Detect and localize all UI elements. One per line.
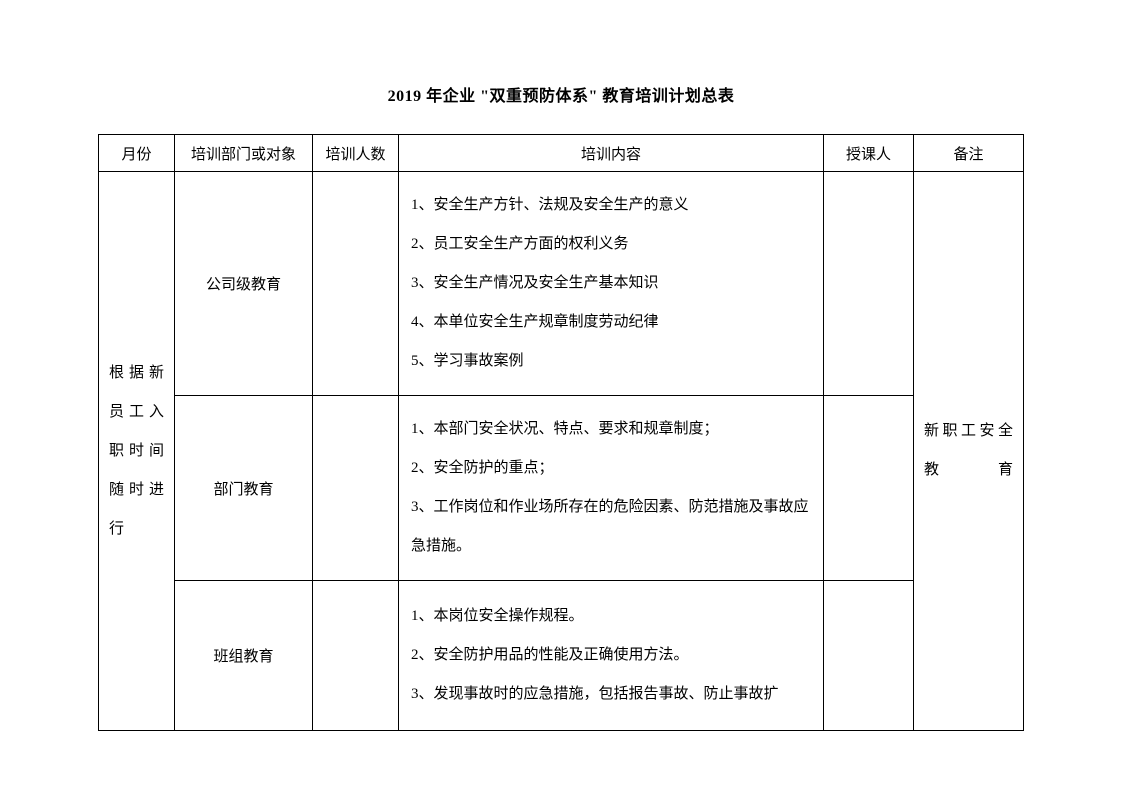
count-cell <box>313 172 399 396</box>
content-item: 2、员工安全生产方面的权利义务 <box>411 225 811 264</box>
header-remark: 备注 <box>914 135 1024 172</box>
dept-cell: 公司级教育 <box>175 172 313 396</box>
content-item: 2、安全防护用品的性能及正确使用方法。 <box>411 636 811 675</box>
table-row: 根据新员工入职时间随时进行 公司级教育 1、安全生产方针、法规及安全生产的意义 … <box>99 172 1024 396</box>
document-page: 2019 年企业 "双重预防体系" 教育培训计划总表 月份 培训部门或对象 培训… <box>0 0 1122 793</box>
table-row: 班组教育 1、本岗位安全操作规程。 2、安全防护用品的性能及正确使用方法。 3、… <box>99 581 1024 731</box>
header-content: 培训内容 <box>399 135 824 172</box>
document-title: 2019 年企业 "双重预防体系" 教育培训计划总表 <box>98 82 1024 106</box>
content-item: 4、本单位安全生产规章制度劳动纪律 <box>411 303 811 342</box>
header-dept: 培训部门或对象 <box>175 135 313 172</box>
header-month: 月份 <box>99 135 175 172</box>
count-cell <box>313 581 399 731</box>
teacher-cell <box>824 396 914 581</box>
content-item: 1、安全生产方针、法规及安全生产的意义 <box>411 186 811 225</box>
content-item: 2、安全防护的重点； <box>411 449 811 488</box>
training-plan-table: 月份 培训部门或对象 培训人数 培训内容 授课人 备注 根据新员工入职时间随时进… <box>98 134 1024 731</box>
count-cell <box>313 396 399 581</box>
content-cell: 1、安全生产方针、法规及安全生产的意义 2、员工安全生产方面的权利义务 3、安全… <box>399 172 824 396</box>
dept-cell: 部门教育 <box>175 396 313 581</box>
teacher-cell <box>824 172 914 396</box>
content-cell: 1、本部门安全状况、特点、要求和规章制度； 2、安全防护的重点； 3、工作岗位和… <box>399 396 824 581</box>
teacher-cell <box>824 581 914 731</box>
dept-cell: 班组教育 <box>175 581 313 731</box>
content-item: 1、本部门安全状况、特点、要求和规章制度； <box>411 410 811 449</box>
header-teacher: 授课人 <box>824 135 914 172</box>
table-header-row: 月份 培训部门或对象 培训人数 培训内容 授课人 备注 <box>99 135 1024 172</box>
content-item: 3、发现事故时的应急措施，包括报告事故、防止事故扩 <box>411 675 811 714</box>
header-count: 培训人数 <box>313 135 399 172</box>
content-item: 5、学习事故案例 <box>411 342 811 381</box>
content-cell: 1、本岗位安全操作规程。 2、安全防护用品的性能及正确使用方法。 3、发现事故时… <box>399 581 824 731</box>
month-cell: 根据新员工入职时间随时进行 <box>99 172 175 731</box>
content-item: 3、安全生产情况及安全生产基本知识 <box>411 264 811 303</box>
content-item: 3、工作岗位和作业场所存在的危险因素、防范措施及事故应急措施。 <box>411 488 811 566</box>
content-item: 1、本岗位安全操作规程。 <box>411 597 811 636</box>
table-row: 部门教育 1、本部门安全状况、特点、要求和规章制度； 2、安全防护的重点； 3、… <box>99 396 1024 581</box>
remark-cell: 新职工安全教育 <box>914 172 1024 731</box>
